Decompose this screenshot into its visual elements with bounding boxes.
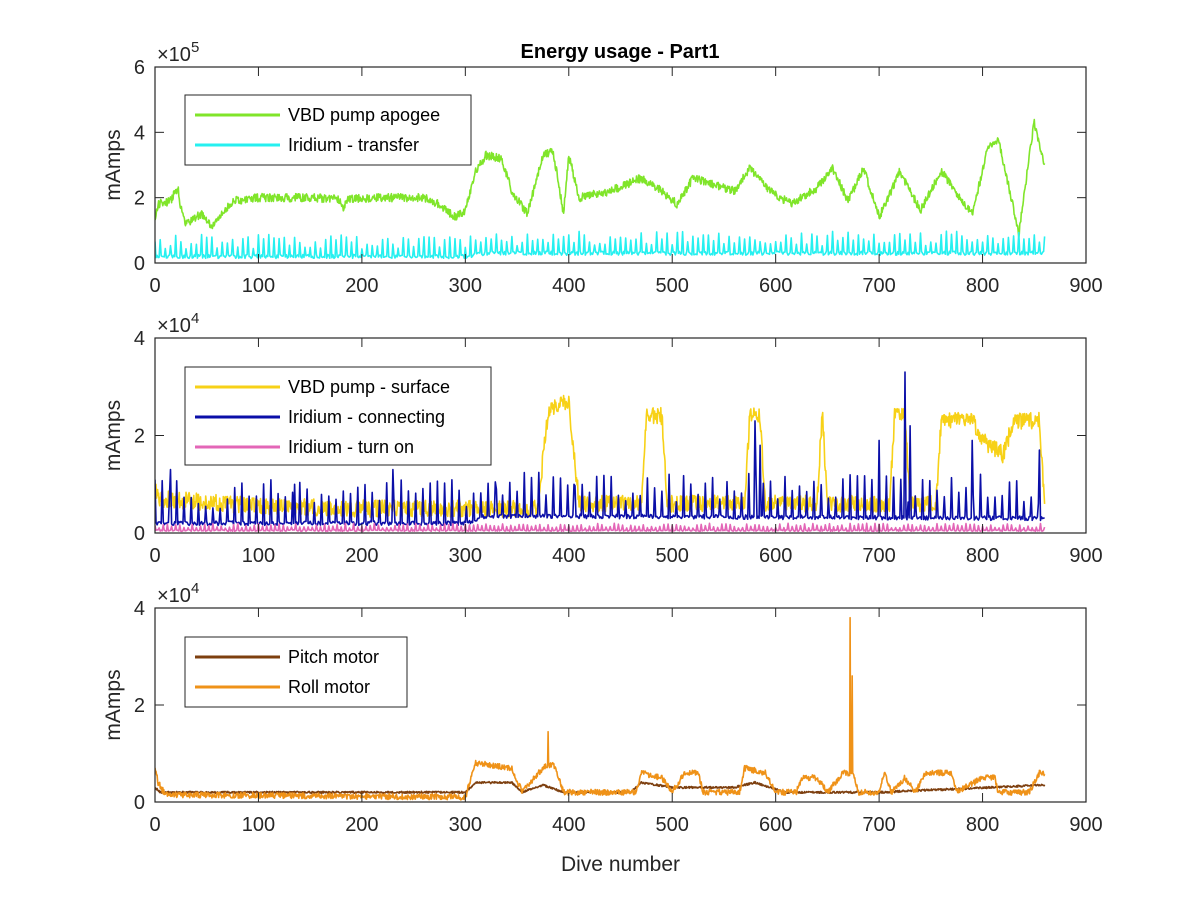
- y-exponent-label: ×104: [157, 580, 199, 607]
- x-tick-label: 300: [449, 814, 482, 836]
- axes-box: [154, 66, 1087, 264]
- legend: Pitch motor Roll motor: [184, 636, 408, 708]
- legend-box: [184, 94, 472, 166]
- x-tick-label: 700: [862, 814, 895, 836]
- series-group: [155, 118, 1046, 260]
- x-tick-label: 800: [966, 275, 999, 297]
- x-tick-label: 400: [552, 545, 585, 567]
- y-tick-label: 4: [134, 328, 145, 350]
- series-line-iridium-transfer: [155, 230, 1046, 260]
- figure-title: Energy usage - Part1: [521, 41, 720, 63]
- x-tick-label: 500: [656, 814, 689, 836]
- x-tick-label: 700: [862, 275, 895, 297]
- x-tick-label: 100: [242, 814, 275, 836]
- x-tick-label: 800: [966, 545, 999, 567]
- x-tick-label: 600: [759, 545, 792, 567]
- x-tick-label: 900: [1069, 275, 1102, 297]
- series-line-roll-motor: [155, 616, 1046, 801]
- y-tick-label: 6: [134, 57, 145, 79]
- legend-entry-label: Iridium - turn on: [288, 437, 414, 457]
- x-tick-label: 300: [449, 545, 482, 567]
- x-tick-label: 200: [345, 275, 378, 297]
- x-tick-label: 400: [552, 814, 585, 836]
- x-tick-label: 100: [242, 275, 275, 297]
- x-tick-label: 500: [656, 545, 689, 567]
- chart-panel-2: 0 100 200 300 400 500 600 700 800 900 0 2 4 ×104 mAmps…: [102, 310, 1103, 567]
- y-tick-label: 2: [134, 426, 145, 448]
- chart-panels: 0 100 200 300 400 500 600 700 800 9000246×105mAmp…: [102, 39, 1103, 876]
- y-tick-label: 0: [134, 523, 145, 545]
- legend-entry-label: Roll motor: [288, 677, 370, 697]
- legend: VBD pump apogee Iridium - transfer: [184, 94, 472, 166]
- y-axis-label: mAmps: [102, 129, 125, 200]
- series-line-iridium-turn-on: [155, 522, 1046, 533]
- y-axis-label: mAmps: [102, 669, 125, 740]
- x-tick-label: 400: [552, 275, 585, 297]
- y-exponent-label: ×104: [157, 310, 199, 337]
- x-tick-label: 0: [149, 275, 160, 297]
- x-tick-label: 200: [345, 545, 378, 567]
- legend-entry-label: Iridium - connecting: [288, 407, 445, 427]
- legend-entry-label: VBD pump apogee: [288, 105, 440, 125]
- y-exponent-label: ×105: [157, 39, 199, 66]
- x-tick-label: 300: [449, 275, 482, 297]
- legend-box: [184, 636, 408, 708]
- x-tick-label: 700: [862, 545, 895, 567]
- series-line-vbd-pump-surface: [155, 394, 1046, 518]
- legend-entry-label: Pitch motor: [288, 647, 379, 667]
- x-tick-label: 200: [345, 814, 378, 836]
- y-tick-label: 4: [134, 122, 145, 144]
- x-tick-label: 600: [759, 814, 792, 836]
- x-tick-label: 0: [149, 814, 160, 836]
- y-tick-label: 2: [134, 188, 145, 210]
- legend: VBD pump - surface Iridium - connecting Ir…: [184, 366, 492, 466]
- y-tick-label: 0: [134, 253, 145, 275]
- x-tick-label: 800: [966, 814, 999, 836]
- series-line-iridium-connecting: [155, 371, 1045, 527]
- chart-panel-3: 0 100 200 300 400 500 600 700 800 900 0 2 4 ×104 mAmps…: [102, 580, 1103, 876]
- series-line-vbd-pump-apogee: [155, 118, 1046, 238]
- legend-entry-label: Iridium - transfer: [288, 135, 419, 155]
- series-group: [155, 371, 1046, 533]
- y-tick-label: 2: [134, 695, 145, 717]
- x-tick-label: 500: [656, 275, 689, 297]
- x-tick-label: 900: [1069, 545, 1102, 567]
- y-axis-label: mAmps: [102, 400, 125, 471]
- y-tick-label: 0: [134, 792, 145, 814]
- x-tick-label: 900: [1069, 814, 1102, 836]
- x-tick-label: 600: [759, 275, 792, 297]
- series-group: [155, 616, 1046, 801]
- x-tick-label: 0: [149, 545, 160, 567]
- legend-entry-label: VBD pump - surface: [288, 377, 450, 397]
- x-tick-label: 100: [242, 545, 275, 567]
- x-axis-label: Dive number: [561, 853, 680, 876]
- y-tick-label: 4: [134, 598, 145, 620]
- chart-panel-1: 0 100 200 300 400 500 600 700 800 900 0 2 4 6 ×105 mAmp…: [102, 39, 1103, 297]
